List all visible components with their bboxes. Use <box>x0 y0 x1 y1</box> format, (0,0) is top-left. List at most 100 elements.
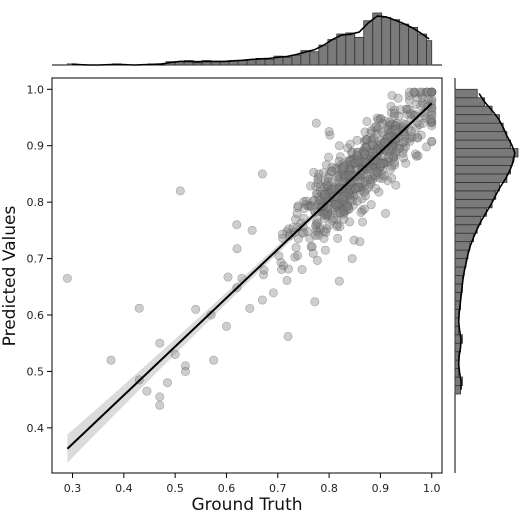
scatter-point <box>378 119 388 129</box>
right-hist-bar <box>454 88 478 99</box>
scatter-point <box>346 160 356 170</box>
right-hist-bar <box>454 156 513 166</box>
x-tick-label: 0.5 <box>166 482 184 495</box>
scatter-point <box>345 139 355 149</box>
scatter-point <box>327 166 337 176</box>
scatter-point <box>333 193 343 203</box>
scatter-point <box>332 208 342 218</box>
scatter-point <box>418 118 428 128</box>
right-hist-bar <box>454 114 500 124</box>
scatter-point <box>346 177 356 187</box>
scatter-point <box>276 257 286 267</box>
top-marginal-histogram <box>52 12 442 66</box>
right-hist-bar <box>454 131 508 141</box>
scatter-point <box>360 176 370 186</box>
scatter-point <box>340 183 350 193</box>
scatter-point <box>344 191 354 201</box>
scatter-point <box>330 203 340 213</box>
right-hist-bar <box>454 241 471 251</box>
scatter-point <box>339 196 349 206</box>
scatter-point <box>326 184 336 194</box>
scatter-point <box>389 152 399 162</box>
top-hist-bar <box>363 20 374 66</box>
scatter-point <box>359 161 369 171</box>
top-hist-bar <box>408 26 419 66</box>
scatter-point <box>375 163 385 173</box>
scatter-point <box>355 237 365 247</box>
scatter-point <box>386 126 396 136</box>
scatter-point <box>330 163 340 173</box>
scatter-point <box>334 170 344 180</box>
scatter-point <box>327 177 337 187</box>
scatter-point <box>320 206 330 216</box>
scatter-point <box>361 185 371 195</box>
scatter-point <box>330 198 340 208</box>
scatter-point <box>368 172 378 182</box>
scatter-point <box>355 178 365 188</box>
scatter-point <box>401 158 411 168</box>
x-tick-label: 0.7 <box>269 482 287 495</box>
scatter-point <box>343 188 353 198</box>
scatter-point <box>312 218 322 228</box>
scatter-point <box>391 148 401 158</box>
scatter-point <box>390 120 400 130</box>
scatter-point <box>359 156 369 166</box>
scatter-point <box>386 101 396 111</box>
scatter-point <box>343 170 353 180</box>
scatter-point <box>340 170 350 180</box>
scatter-point <box>315 225 325 235</box>
x-tick-label: 1.0 <box>423 482 441 495</box>
scatter-point <box>387 108 397 118</box>
scatter-point <box>361 191 371 201</box>
scatter-point <box>323 203 333 213</box>
scatter-point <box>389 132 399 142</box>
scatter-point <box>337 162 347 172</box>
scatter-point <box>306 181 316 191</box>
scatter-point <box>344 162 354 172</box>
x-tick-label: 0.3 <box>64 482 82 495</box>
scatter-point <box>324 127 334 137</box>
scatter-point <box>345 163 355 173</box>
scatter-point <box>427 87 437 97</box>
scatter-point <box>344 156 354 166</box>
top-hist-bar <box>381 17 392 66</box>
scatter-point <box>413 132 423 142</box>
scatter-point <box>331 199 341 209</box>
scatter-point <box>355 160 365 170</box>
scatter-point <box>346 178 356 188</box>
scatter-point <box>355 182 365 192</box>
scatter-point <box>314 192 324 202</box>
scatter-point <box>311 219 321 229</box>
scatter-point <box>373 156 383 166</box>
scatter-point <box>293 202 303 212</box>
scatter-point <box>409 87 419 97</box>
scatter-point <box>389 111 399 121</box>
scatter-point <box>366 128 376 138</box>
scatter-point <box>311 181 321 191</box>
scatter-point <box>353 151 363 161</box>
scatter-point <box>340 187 350 197</box>
scatter-point <box>329 190 339 200</box>
scatter-point <box>278 233 288 243</box>
scatter-point <box>382 133 392 143</box>
scatter-point <box>332 215 342 225</box>
scatter-point <box>427 117 437 127</box>
scatter-point <box>301 196 311 206</box>
scatter-point <box>327 162 337 172</box>
scatter-point <box>391 121 401 131</box>
scatter-point <box>411 123 421 133</box>
scatter-point <box>338 159 348 169</box>
scatter-point <box>326 166 336 176</box>
scatter-point <box>342 168 352 178</box>
right-hist-bar <box>454 351 460 361</box>
right-hist-bar <box>454 275 463 285</box>
x-tick-label: 0.9 <box>372 482 390 495</box>
scatter-point <box>257 295 267 305</box>
scatter-point <box>343 168 353 178</box>
scatter-point <box>371 162 381 172</box>
scatter-point <box>331 200 341 210</box>
scatter-point <box>361 135 371 145</box>
scatter-point <box>395 105 405 115</box>
scatter-point <box>374 140 384 150</box>
scatter-point <box>367 138 377 148</box>
